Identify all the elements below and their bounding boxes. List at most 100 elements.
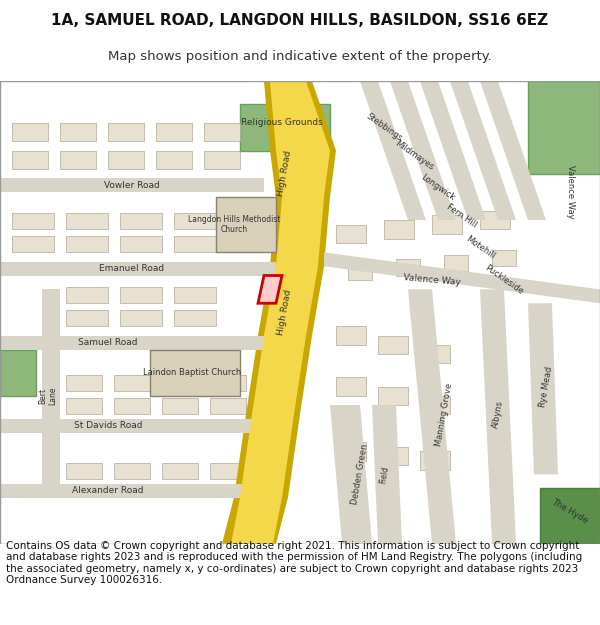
Text: Alexander Road: Alexander Road — [72, 486, 144, 495]
Polygon shape — [330, 405, 372, 544]
Polygon shape — [480, 81, 546, 220]
Text: Samuel Road: Samuel Road — [78, 338, 138, 347]
Text: Stebbings: Stebbings — [364, 112, 404, 143]
Polygon shape — [480, 289, 516, 544]
Text: High Road: High Road — [277, 150, 293, 198]
Bar — [204, 151, 240, 169]
Bar — [492, 250, 516, 266]
Polygon shape — [150, 349, 240, 396]
Bar — [66, 462, 102, 479]
Polygon shape — [0, 484, 264, 498]
Text: Albyns: Albyns — [491, 399, 505, 429]
Bar — [174, 310, 216, 326]
Bar — [420, 396, 450, 414]
Bar — [120, 310, 162, 326]
Bar — [12, 236, 54, 252]
Bar — [174, 236, 216, 252]
Text: Manning Grove: Manning Grove — [434, 382, 454, 447]
Bar — [396, 259, 420, 276]
Polygon shape — [0, 262, 276, 276]
Bar — [384, 220, 414, 239]
Polygon shape — [216, 197, 276, 252]
Polygon shape — [420, 81, 486, 220]
Text: Motehill: Motehill — [464, 234, 496, 261]
Bar — [336, 442, 366, 461]
Bar — [210, 398, 246, 414]
Text: Religious Grounds: Religious Grounds — [241, 118, 323, 127]
Bar — [12, 213, 54, 229]
Bar — [336, 326, 366, 345]
Bar — [174, 213, 216, 229]
Polygon shape — [0, 178, 264, 192]
Text: Field: Field — [378, 465, 390, 484]
Bar — [378, 386, 408, 405]
Text: Bert
Lane: Bert Lane — [38, 386, 58, 405]
Text: Laindon Baptist Church: Laindon Baptist Church — [143, 368, 241, 377]
Text: Emanuel Road: Emanuel Road — [100, 264, 164, 273]
Bar — [114, 375, 150, 391]
Bar — [66, 287, 108, 303]
Bar — [162, 375, 198, 391]
Text: Puckleside: Puckleside — [483, 264, 525, 297]
Text: Map shows position and indicative extent of the property.: Map shows position and indicative extent… — [108, 51, 492, 63]
Bar — [60, 151, 96, 169]
Bar — [432, 216, 462, 234]
Bar — [420, 451, 450, 470]
Bar — [156, 123, 192, 141]
Bar — [12, 123, 48, 141]
Polygon shape — [408, 289, 456, 544]
Bar — [162, 462, 198, 479]
Bar — [336, 378, 366, 396]
Polygon shape — [528, 81, 600, 174]
Polygon shape — [231, 81, 330, 544]
Polygon shape — [528, 303, 558, 474]
Bar — [210, 375, 246, 391]
Bar — [66, 213, 108, 229]
Bar — [120, 287, 162, 303]
Polygon shape — [390, 81, 456, 220]
Text: The Hyde: The Hyde — [550, 498, 590, 526]
Bar — [336, 224, 366, 243]
Bar — [66, 310, 108, 326]
Bar — [114, 462, 150, 479]
Bar — [480, 211, 510, 229]
Text: Debden Green: Debden Green — [350, 443, 370, 506]
Bar — [174, 287, 216, 303]
Polygon shape — [450, 81, 516, 220]
Text: 1A, SAMUEL ROAD, LANGDON HILLS, BASILDON, SS16 6EZ: 1A, SAMUEL ROAD, LANGDON HILLS, BASILDON… — [52, 12, 548, 28]
Text: Fern Hill: Fern Hill — [445, 202, 479, 229]
Bar — [66, 398, 102, 414]
Text: Rye Mead: Rye Mead — [538, 366, 554, 408]
Text: High Road: High Road — [277, 289, 293, 336]
Text: Mildmayes: Mildmayes — [393, 139, 435, 172]
Bar — [120, 213, 162, 229]
Text: St Davids Road: St Davids Road — [74, 421, 142, 430]
Bar — [162, 398, 198, 414]
Text: Valence Way: Valence Way — [566, 166, 575, 219]
Bar — [66, 375, 102, 391]
Text: Valence Way: Valence Way — [403, 273, 461, 287]
Bar — [444, 255, 468, 271]
Polygon shape — [324, 253, 600, 303]
Bar — [108, 123, 144, 141]
Polygon shape — [0, 336, 270, 349]
Bar — [114, 398, 150, 414]
Bar — [60, 123, 96, 141]
Polygon shape — [258, 276, 282, 303]
Bar — [66, 236, 108, 252]
Polygon shape — [360, 81, 426, 220]
Polygon shape — [42, 289, 60, 498]
Polygon shape — [222, 81, 336, 544]
Bar — [210, 462, 246, 479]
Bar — [12, 151, 48, 169]
Bar — [378, 447, 408, 465]
Bar — [108, 151, 144, 169]
Polygon shape — [540, 488, 600, 544]
Polygon shape — [240, 104, 330, 151]
Bar — [378, 336, 408, 354]
Bar — [120, 236, 162, 252]
Polygon shape — [372, 405, 402, 544]
Text: Langdon Hills Methodist
Church: Langdon Hills Methodist Church — [188, 215, 280, 234]
Text: Vowler Road: Vowler Road — [104, 181, 160, 190]
Polygon shape — [0, 419, 264, 432]
